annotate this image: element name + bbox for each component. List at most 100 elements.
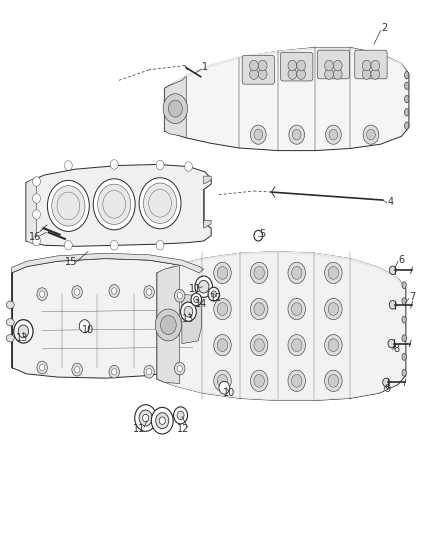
Circle shape xyxy=(325,370,342,391)
Text: 14: 14 xyxy=(195,298,208,309)
Ellipse shape xyxy=(7,335,14,342)
Circle shape xyxy=(291,266,302,279)
Circle shape xyxy=(72,286,82,298)
Circle shape xyxy=(173,407,187,424)
Text: 12: 12 xyxy=(210,293,223,303)
Circle shape xyxy=(110,160,118,169)
Circle shape xyxy=(214,335,231,356)
Circle shape xyxy=(144,286,154,298)
Text: 9: 9 xyxy=(384,384,390,394)
Circle shape xyxy=(211,291,216,297)
Circle shape xyxy=(250,69,258,79)
Circle shape xyxy=(39,365,45,370)
Circle shape xyxy=(371,69,380,79)
Circle shape xyxy=(328,374,339,387)
Circle shape xyxy=(109,366,120,378)
FancyBboxPatch shape xyxy=(281,52,313,81)
Circle shape xyxy=(214,262,231,284)
Ellipse shape xyxy=(402,353,406,360)
Circle shape xyxy=(325,262,342,284)
Circle shape xyxy=(198,280,209,293)
Circle shape xyxy=(217,374,228,387)
Circle shape xyxy=(174,289,185,302)
Ellipse shape xyxy=(405,122,409,130)
Circle shape xyxy=(289,125,304,144)
Circle shape xyxy=(32,193,40,203)
Circle shape xyxy=(288,69,297,79)
Circle shape xyxy=(112,288,117,294)
Circle shape xyxy=(325,298,342,320)
Circle shape xyxy=(32,236,40,246)
Circle shape xyxy=(144,183,177,223)
Circle shape xyxy=(251,125,266,144)
Circle shape xyxy=(363,125,379,144)
Circle shape xyxy=(371,60,380,71)
Circle shape xyxy=(93,179,135,230)
Circle shape xyxy=(195,276,212,297)
Circle shape xyxy=(37,361,47,374)
Circle shape xyxy=(147,289,152,295)
Circle shape xyxy=(109,285,120,297)
Circle shape xyxy=(254,303,265,316)
Circle shape xyxy=(258,60,267,71)
Circle shape xyxy=(325,60,333,71)
Circle shape xyxy=(292,130,301,140)
Ellipse shape xyxy=(402,297,406,304)
Circle shape xyxy=(251,335,268,356)
Text: 8: 8 xyxy=(393,344,399,354)
Circle shape xyxy=(32,209,40,219)
Polygon shape xyxy=(157,265,180,383)
Circle shape xyxy=(64,240,72,250)
Circle shape xyxy=(72,364,82,376)
Circle shape xyxy=(37,288,47,301)
Circle shape xyxy=(112,368,117,375)
Circle shape xyxy=(177,293,182,299)
Circle shape xyxy=(155,413,169,429)
Circle shape xyxy=(328,339,339,352)
Text: 7: 7 xyxy=(409,292,415,302)
Text: 13: 13 xyxy=(15,333,28,343)
Circle shape xyxy=(288,370,305,391)
FancyBboxPatch shape xyxy=(242,55,275,84)
Circle shape xyxy=(388,340,395,348)
Circle shape xyxy=(329,130,338,140)
Circle shape xyxy=(74,289,80,295)
Text: 6: 6 xyxy=(399,255,405,265)
Circle shape xyxy=(32,176,40,186)
Text: 4: 4 xyxy=(388,197,394,207)
Circle shape xyxy=(144,366,154,378)
Polygon shape xyxy=(26,177,36,245)
Ellipse shape xyxy=(7,319,14,326)
Ellipse shape xyxy=(402,316,406,323)
Circle shape xyxy=(143,414,149,422)
Circle shape xyxy=(219,381,230,394)
Text: 12: 12 xyxy=(177,424,189,434)
Circle shape xyxy=(139,410,152,426)
Circle shape xyxy=(110,240,118,250)
Circle shape xyxy=(389,266,396,274)
Text: 2: 2 xyxy=(381,23,387,34)
Circle shape xyxy=(64,161,72,170)
Circle shape xyxy=(250,60,258,71)
Circle shape xyxy=(333,69,342,79)
Text: 16: 16 xyxy=(28,232,41,243)
Circle shape xyxy=(297,69,305,79)
Polygon shape xyxy=(166,47,408,87)
Circle shape xyxy=(174,362,185,375)
Circle shape xyxy=(159,417,165,424)
Circle shape xyxy=(47,180,89,231)
Circle shape xyxy=(214,370,231,391)
Circle shape xyxy=(194,296,199,303)
Circle shape xyxy=(217,266,228,279)
Circle shape xyxy=(288,262,305,284)
Polygon shape xyxy=(158,251,405,289)
Circle shape xyxy=(254,374,265,387)
Ellipse shape xyxy=(405,71,409,79)
Circle shape xyxy=(254,339,265,352)
Circle shape xyxy=(156,240,164,250)
Text: 1: 1 xyxy=(202,62,208,72)
Ellipse shape xyxy=(405,95,409,103)
Circle shape xyxy=(325,335,342,356)
Circle shape xyxy=(74,367,80,373)
Circle shape xyxy=(328,303,339,316)
